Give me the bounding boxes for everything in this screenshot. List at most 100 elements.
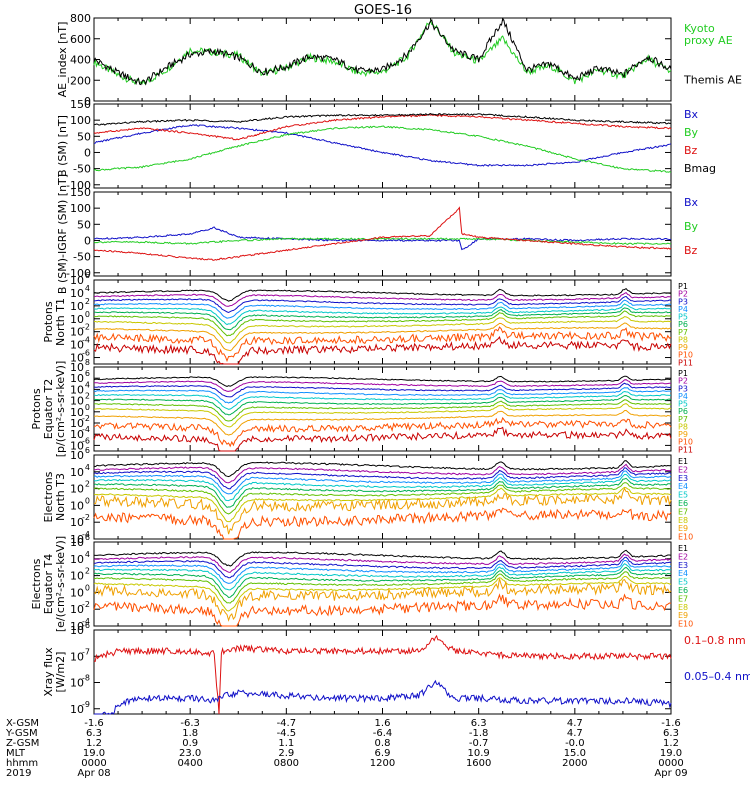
channel-line-e7 (93, 482, 672, 515)
channel-line-e8 (93, 486, 671, 523)
y-tick-label: 10 (70, 483, 84, 496)
channel-label: P9 (678, 430, 688, 439)
y-tick-label: -100 (66, 267, 91, 280)
x-value: 1.2 (663, 738, 679, 749)
channel-line-e1 (93, 460, 672, 478)
series-line-bx (94, 226, 672, 251)
y-tick-label: 10 (70, 428, 84, 441)
y-tick-label: 400 (70, 54, 91, 67)
channel-label: P6 (678, 320, 688, 329)
y-tick-label: 10 (70, 383, 84, 396)
y-axis-label: Protons (42, 301, 55, 342)
channel-line-p2 (93, 291, 672, 307)
y-tick-exp: -4 (82, 617, 90, 626)
x-value: 0000 (658, 758, 683, 769)
channel-line-e5 (94, 563, 672, 591)
y-tick-exp: 4 (85, 550, 90, 559)
channel-line-e5 (93, 473, 672, 502)
channel-line-p11 (93, 426, 672, 452)
y-tick-label: 10 (70, 313, 84, 326)
channel-line-e8 (93, 575, 672, 612)
y-tick-label: 10 (70, 372, 84, 385)
legend-label: Themis AE (683, 74, 742, 87)
y-axis-label: Equator T2 (42, 379, 55, 439)
y-tick-exp: -6 (82, 436, 90, 445)
series-line-bz (93, 206, 672, 261)
y-tick-exp: 6 (85, 369, 90, 378)
x-value: -6.4 (373, 728, 393, 739)
series-line-by (93, 125, 672, 173)
channel-line-p5 (93, 390, 672, 410)
y-tick-label: 10 (70, 449, 84, 462)
channel-line-p11 (93, 335, 672, 365)
y-tick-label: 10 (70, 417, 84, 430)
panel-frame (93, 191, 672, 277)
y-tick-label: 10 (70, 466, 84, 479)
channel-label: E4 (678, 482, 688, 491)
legend-label: 0.1–0.8 nm (684, 634, 746, 647)
y-tick-label: 10 (70, 620, 84, 633)
x-value: 0.9 (182, 738, 198, 749)
channel-line-p6 (93, 307, 672, 331)
y-axis-label: B (SM)-IGRF (SM) [nT] (56, 174, 69, 294)
y-tick-label: 10 (70, 650, 84, 663)
y-tick-exp: 0 (85, 403, 90, 412)
channel-label: P1 (678, 369, 688, 378)
series-line-by (93, 237, 671, 246)
x-value: 4.7 (567, 728, 583, 739)
channel-label: P6 (678, 407, 688, 416)
series-line-kyoto-proxy-ae (93, 19, 672, 86)
channel-label: E2 (678, 465, 688, 474)
channel-line-e9 (93, 578, 672, 622)
y-tick-label: 10 (70, 536, 84, 549)
channel-line-p9 (93, 322, 672, 352)
y-tick-label: -100 (66, 179, 91, 192)
legend-label: Bz (684, 144, 698, 157)
y-tick-label: 0 (84, 95, 91, 108)
y-tick-label: 10 (70, 586, 84, 599)
y-tick-label: 10 (70, 624, 84, 637)
series-line-themis-ae (93, 17, 672, 86)
channel-label: P7 (678, 328, 688, 337)
y-tick-label: 10 (70, 406, 84, 419)
legend-label: By (684, 220, 699, 233)
legend-label: Bx (684, 196, 699, 209)
channel-line-e2 (93, 553, 671, 573)
y-tick-label: 600 (70, 33, 91, 46)
x-row-label: Z-GSM (6, 738, 39, 749)
y-tick-label: 10 (70, 274, 84, 287)
x-value: 19.0 (83, 748, 105, 759)
y-tick-label: 150 (70, 98, 91, 111)
channel-label: E9 (678, 611, 688, 620)
y-tick-label: 200 (70, 74, 91, 87)
y-tick-label: 10 (70, 439, 84, 452)
channel-label: E3 (678, 474, 688, 483)
channel-label: P2 (678, 377, 688, 386)
x-value: 1600 (466, 758, 491, 769)
y-tick-exp: 4 (85, 284, 90, 293)
y-tick-label: 10 (70, 553, 84, 566)
channel-label: P3 (678, 384, 688, 393)
channel-line-e6 (93, 566, 672, 599)
channel-line-p3 (93, 382, 672, 398)
channel-label: P3 (678, 297, 688, 306)
channel-label: P4 (678, 392, 688, 401)
channel-line-p8 (94, 316, 672, 344)
y-tick-label: 10 (70, 326, 84, 339)
series-line-0-05-0-4-nm (94, 679, 672, 715)
y-tick-label: 10 (70, 339, 84, 352)
y-tick-exp: -4 (82, 530, 90, 539)
y-tick-exp: 6 (85, 533, 90, 542)
x-value: 23.0 (179, 748, 201, 759)
channel-line-e3 (93, 467, 672, 490)
y-tick-exp: 2 (85, 392, 90, 401)
y-tick-label: 10 (70, 570, 84, 583)
channel-label: P1 (678, 282, 688, 291)
x-value: 1.1 (278, 738, 294, 749)
channel-label: E9 (678, 524, 688, 533)
